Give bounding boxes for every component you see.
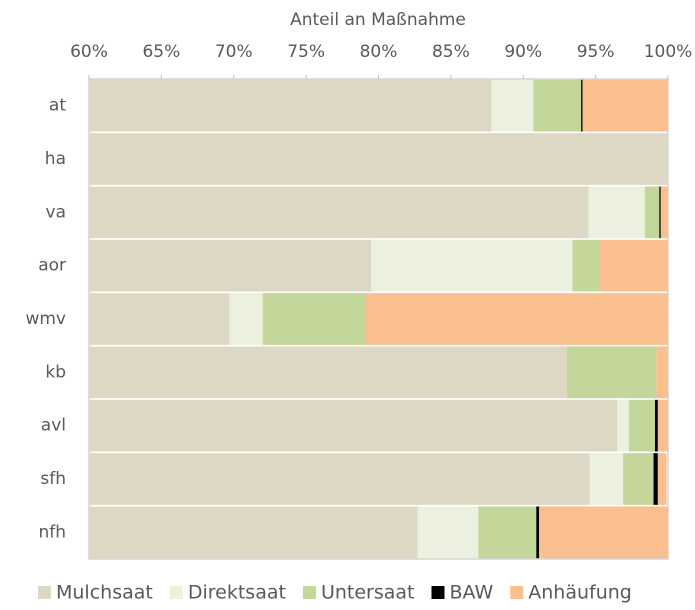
bar-segment [657,453,667,505]
bar-segment [581,79,583,132]
x-tick-label: 90% [504,42,542,62]
y-tick-label: nfh [38,522,66,542]
bar-segment [89,79,492,132]
bar-segment [89,399,618,452]
bar-segment [89,239,372,292]
bar-segment [539,506,668,559]
x-tick-label: 65% [142,42,180,62]
bar-segment [371,239,573,292]
bar-segment [417,506,479,559]
y-tick-label: ha [45,149,66,169]
legend-swatch [302,586,316,599]
bar-segment [623,453,654,505]
bar-segment [566,346,657,399]
x-tick-label: 100% [644,42,693,62]
bar-segment [89,346,567,399]
bar-segment [588,186,645,239]
bar-segment [653,453,658,505]
y-tick-label: sfh [40,469,66,489]
x-tick-label: 60% [70,42,108,62]
bar-segment [229,293,263,345]
bar-segment [628,399,655,452]
bar-segment [660,186,668,239]
bar-segment [572,239,600,292]
bar-segment [656,346,668,399]
x-tick-label: 75% [287,42,325,62]
legend-label: Untersaat [321,582,415,604]
legend-swatch [169,586,183,599]
bar-segment [644,186,660,239]
bar-segment [599,239,668,292]
bar-segment [89,293,230,345]
bar-segment [536,506,540,559]
bar-segment [589,453,624,505]
x-tick-label: 70% [215,42,253,62]
legend-label: BAW [449,582,493,604]
legend-label: Direktsaat [188,582,286,604]
bar-segment [89,506,418,559]
bar-segment [582,79,668,132]
x-tick-label: 85% [432,42,470,62]
bar-segment [262,293,366,345]
y-tick-label: kb [45,362,66,382]
bar-segment [491,79,534,132]
bar-segment [89,133,668,185]
bar-segment [617,399,629,452]
x-tick-label: 80% [360,42,398,62]
bar-segment [365,293,668,345]
legend-swatch [38,586,51,599]
y-tick-label: avl [41,416,66,436]
bar-segment [533,79,582,132]
bar-segment [89,453,590,505]
legend-swatch [431,586,445,599]
bar-segment [659,186,661,239]
legend-swatch [510,586,524,599]
y-tick-label: at [49,96,66,116]
chart-title: Anteil an Maßnahme [290,10,466,30]
x-tick-label: 95% [577,42,615,62]
y-tick-label: wmv [25,309,66,329]
bar-segment [478,506,537,559]
bar-segment [657,399,668,452]
bar-segment [654,399,658,452]
legend-label: Mulchsaat [56,582,153,604]
legend-label: Anhäufung [528,582,632,604]
y-tick-label: aor [38,256,66,276]
y-tick-label: va [46,202,66,222]
bar-segment [89,186,589,239]
